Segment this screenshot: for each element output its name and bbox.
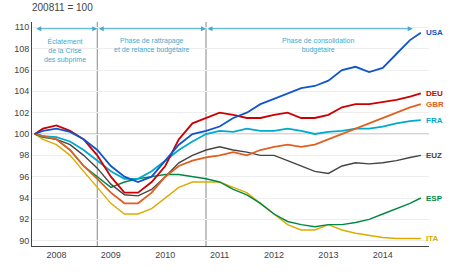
svg-text:98: 98 [19, 150, 29, 160]
svg-text:2008: 2008 [46, 250, 66, 260]
svg-text:200811 = 100: 200811 = 100 [32, 2, 93, 13]
svg-text:2012: 2012 [264, 250, 284, 260]
svg-text:ITA: ITA [426, 234, 439, 243]
svg-text:110: 110 [15, 22, 29, 32]
svg-text:100: 100 [14, 129, 29, 139]
svg-text:106: 106 [14, 65, 29, 75]
svg-text:Phase de consolidationbudgétai: Phase de consolidationbudgétaire [282, 37, 354, 54]
svg-text:90: 90 [19, 236, 29, 246]
svg-text:96: 96 [19, 172, 29, 182]
svg-text:Éclatementde la Crisedes subpr: Éclatementde la Crisedes subprime [44, 37, 86, 64]
svg-text:2014: 2014 [373, 250, 393, 260]
svg-text:FRA: FRA [426, 116, 443, 125]
svg-text:Phase de rattrapageet de relan: Phase de rattrapageet de relance budgéta… [114, 37, 190, 54]
svg-text:2013: 2013 [318, 250, 338, 260]
svg-text:104: 104 [14, 86, 29, 96]
svg-text:92: 92 [19, 214, 29, 224]
svg-text:94: 94 [19, 193, 29, 203]
svg-text:GBR: GBR [426, 100, 444, 109]
svg-text:102: 102 [14, 108, 29, 118]
svg-text:108: 108 [14, 44, 29, 54]
svg-text:2010: 2010 [155, 250, 175, 260]
svg-text:DEU: DEU [426, 89, 443, 98]
svg-text:2011: 2011 [210, 250, 229, 260]
svg-text:ESP: ESP [426, 194, 443, 203]
svg-text:2009: 2009 [101, 250, 121, 260]
svg-text:USA: USA [426, 28, 443, 37]
svg-text:EUZ: EUZ [426, 151, 442, 160]
